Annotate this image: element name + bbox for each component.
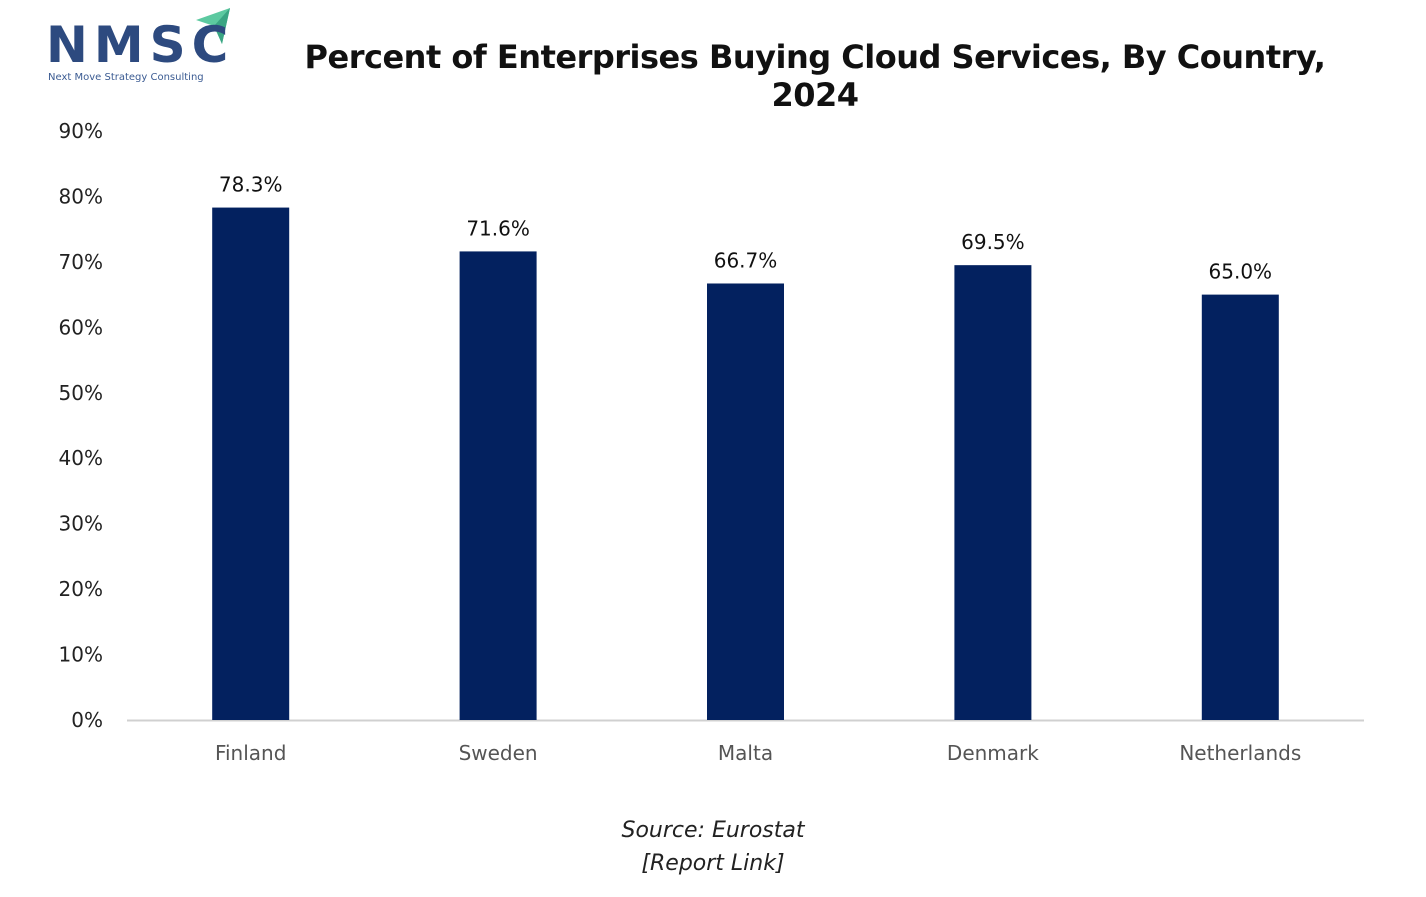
data-label: 69.5%	[961, 230, 1025, 254]
data-labels-group: 78.3% 71.6% 66.7% 69.5% 65.0%	[219, 173, 1272, 284]
bars-group	[212, 207, 1279, 720]
bar-sweden	[459, 251, 537, 720]
data-label: 78.3%	[219, 173, 283, 197]
arrow-logo-icon	[196, 8, 230, 44]
x-category-label: Finland	[215, 741, 286, 765]
y-tick-label: 90%	[59, 119, 103, 143]
data-label: 65.0%	[1209, 260, 1273, 284]
data-label: 71.6%	[466, 216, 530, 240]
data-label: 66.7%	[714, 248, 778, 272]
x-category-label: Netherlands	[1179, 741, 1301, 765]
bar-malta	[707, 283, 784, 720]
chart-title: Percent of Enterprises Buying Cloud Serv…	[304, 38, 1326, 114]
y-tick-label: 30%	[59, 512, 103, 536]
y-tick-label: 40%	[59, 446, 103, 470]
bar-netherlands	[1201, 294, 1279, 720]
y-tick-label: 70%	[59, 250, 103, 274]
y-tick-label: 0%	[71, 708, 103, 732]
nmsc-logo: NMSC Next Move Strategy Consulting	[44, 6, 244, 88]
y-tick-label: 80%	[59, 184, 103, 208]
logo-wordmark: NMSC	[46, 16, 235, 74]
x-category-label: Malta	[718, 741, 773, 765]
bar-finland	[212, 207, 290, 720]
x-category-label: Sweden	[459, 741, 538, 765]
bar-denmark	[954, 265, 1032, 720]
report-link[interactable]: [Report Link]	[641, 851, 785, 876]
x-axis-categories: Finland Sweden Malta Denmark Netherlands	[215, 741, 1301, 765]
logo-tagline: Next Move Strategy Consulting	[48, 72, 204, 83]
y-tick-label: 60%	[59, 315, 103, 339]
source-text: Source: Eurostat	[621, 818, 805, 843]
y-tick-label: 10%	[59, 643, 103, 667]
x-category-label: Denmark	[947, 741, 1039, 765]
y-tick-label: 20%	[59, 577, 103, 601]
y-axis-ticks: 0% 10% 20% 30% 40% 50% 60% 70% 80% 90%	[59, 119, 103, 732]
y-tick-label: 50%	[59, 381, 103, 405]
